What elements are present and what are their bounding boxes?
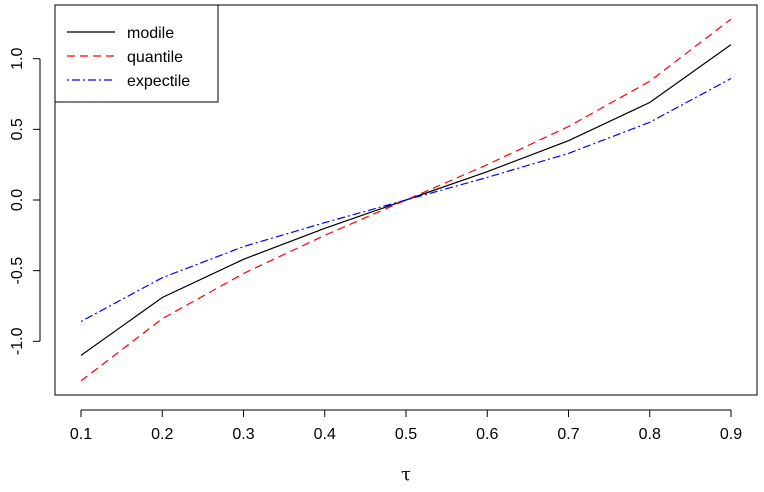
y-tick-label: 0.5 [9,118,26,140]
x-tick-label: 0.8 [639,426,661,443]
legend-label-expectile: expectile [127,73,190,90]
legend: modile quantile expectile [54,4,219,103]
y-tick-label: -0.5 [9,257,26,285]
x-axis: 0.1 0.2 0.3 0.4 0.5 0.6 0.7 0.8 0.9 [70,409,742,443]
x-tick-label: 0.3 [232,426,254,443]
series-line-quantile [80,18,732,382]
legend-label-modile: modile [127,25,174,42]
y-tick-label: -1.0 [9,327,26,355]
x-tick-label: 0.4 [314,426,336,443]
x-tick-label: 0.6 [476,426,498,443]
series-line-expectile [80,77,732,323]
x-tick-label: 0.5 [395,426,417,443]
x-tick-label: 0.9 [720,426,742,443]
x-axis-title: τ [401,464,411,485]
x-tick-label: 0.1 [70,426,92,443]
y-tick-label: 0.0 [9,189,26,211]
legend-box [54,4,219,103]
y-tick-label: 1.0 [9,47,26,69]
plot-frame [54,4,758,396]
x-tick-label: 0.2 [151,426,173,443]
legend-label-quantile: quantile [127,49,183,66]
y-axis: -1.0 -0.5 0.0 0.5 1.0 [9,47,41,355]
x-tick-label: 0.7 [557,426,579,443]
series-lines [80,18,732,382]
